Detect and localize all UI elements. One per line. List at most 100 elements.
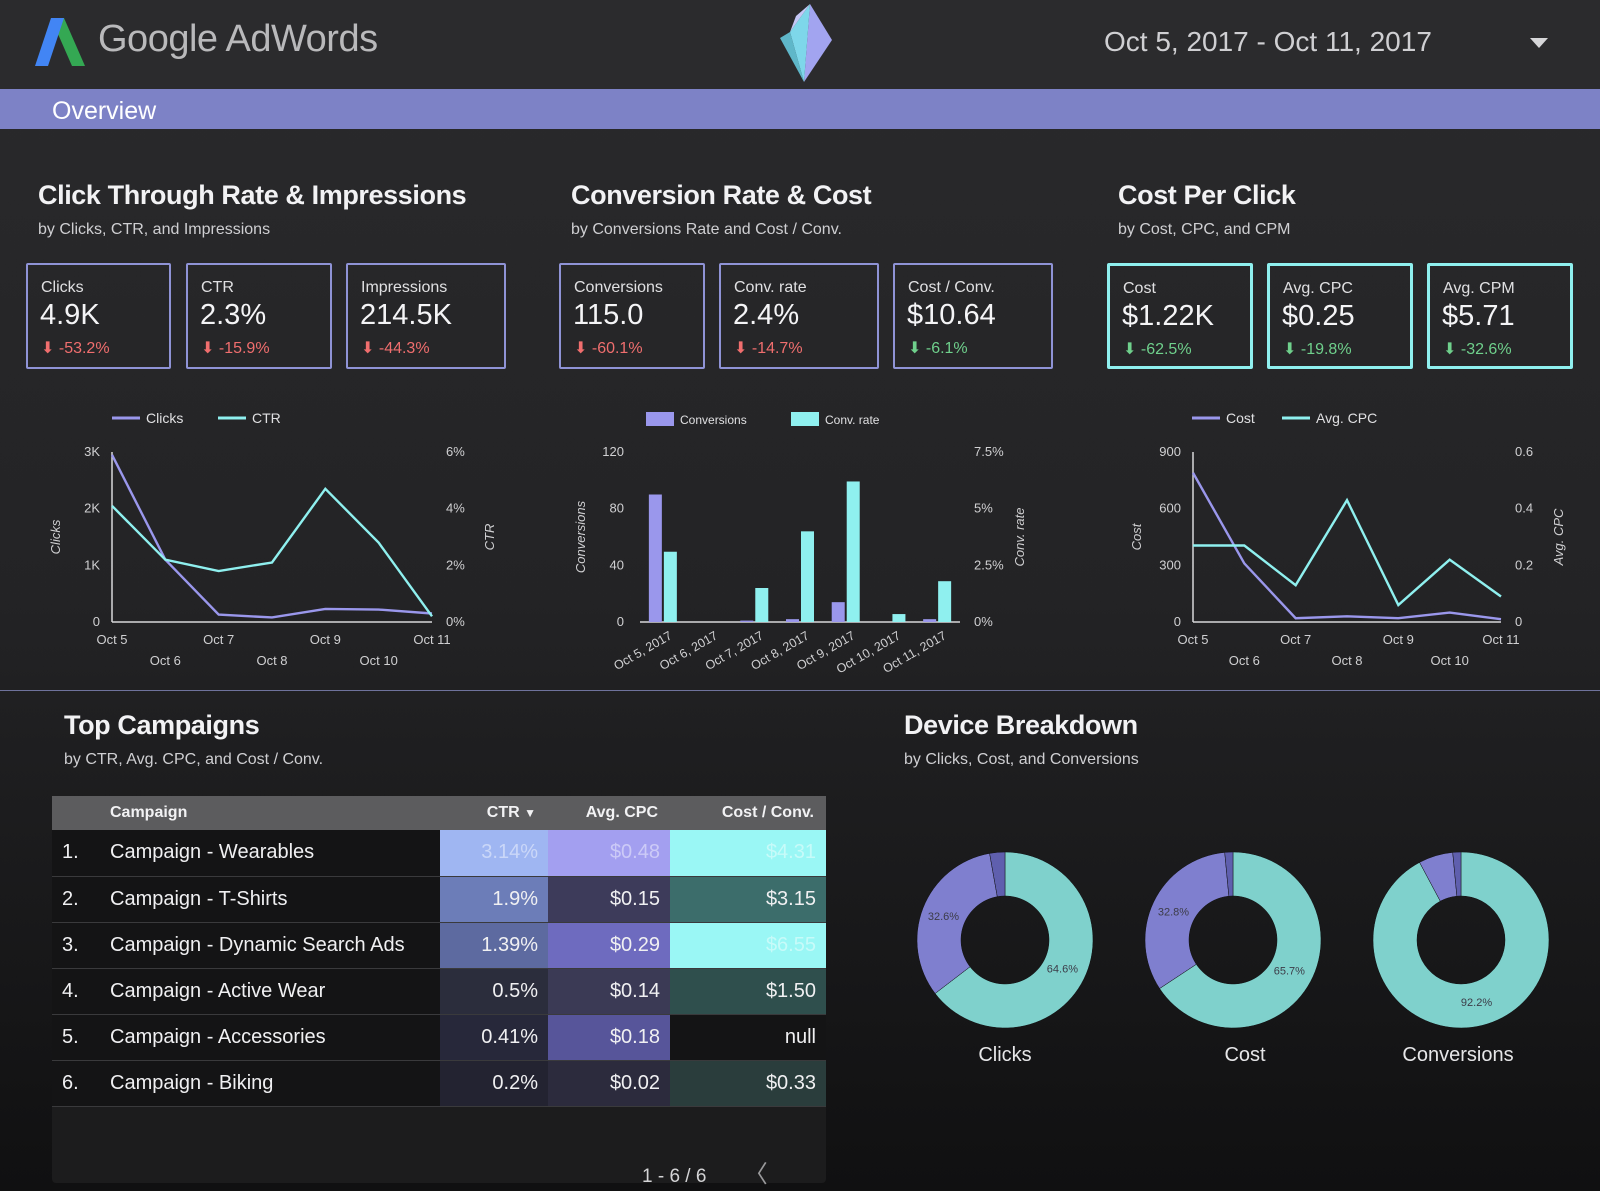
- campaign-name: Campaign - Dynamic Search Ads: [110, 922, 440, 969]
- kpi-label: Avg. CPM: [1443, 280, 1515, 297]
- ctr-value: 1.9%: [440, 876, 548, 923]
- donut-label-clicks: Clicks: [978, 1044, 1032, 1066]
- ctr-value: 1.39%: [440, 922, 548, 969]
- table-row[interactable]: 4. Campaign - Active Wear 0.5% $0.14 $1.50: [52, 968, 826, 1015]
- ctr-value: 0.5%: [440, 968, 548, 1015]
- series-line-ctr: [111, 486, 433, 618]
- bar-conv-rate: [938, 581, 952, 622]
- avg-cpc-value: $0.29: [548, 922, 670, 969]
- y2-axis-title: Conv. rate: [1012, 507, 1027, 566]
- kpi-card-avg-cpc: Avg. CPC $0.25 ⬇ -19.8%: [1267, 263, 1413, 369]
- ctr-section-title: Click Through Rate & Impressions: [38, 180, 467, 210]
- series-line-avg-cpc: [1193, 497, 1502, 607]
- row-index: 1.: [52, 830, 110, 877]
- kpi-delta: ⬇ -44.3%: [361, 340, 430, 357]
- chevron-down-icon[interactable]: [1530, 38, 1548, 50]
- kpi-card-cost: Cost $1.22K ⬇ -62.5%: [1107, 263, 1253, 369]
- bar-conversions: [831, 602, 845, 622]
- column-header-ctr[interactable]: CTR ▼: [440, 796, 548, 830]
- y-tick-label: 80: [610, 501, 624, 516]
- campaigns-section-subtitle: by CTR, Avg. CPC, and Cost / Conv.: [64, 751, 324, 768]
- table-header-row: Campaign CTR ▼ Avg. CPC Cost / Conv.: [52, 796, 826, 830]
- x-tick-label: Oct 6: [150, 653, 181, 668]
- avg-cpc-value: $0.02: [548, 1060, 670, 1107]
- ctr-value: 3.14%: [440, 830, 548, 877]
- cost-per-conv-value: null: [670, 1014, 826, 1061]
- y-tick-label: 300: [1159, 557, 1181, 572]
- sort-desc-icon[interactable]: ▼: [524, 806, 536, 820]
- donut-slice-label: 92.2%: [1461, 997, 1492, 1009]
- y2-axis-title: Avg. CPC: [1551, 508, 1566, 566]
- kpi-card-impressions: Impressions 214.5K ⬇ -44.3%: [346, 263, 506, 369]
- overview-bar: [0, 89, 1600, 129]
- donut-slice: [1144, 852, 1230, 989]
- cost-per-conv-value: $6.55: [670, 922, 826, 969]
- table-row[interactable]: 3. Campaign - Dynamic Search Ads 1.39% $0.2…: [52, 922, 826, 969]
- column-header-avg-cpc[interactable]: Avg. CPC: [548, 796, 670, 830]
- y2-tick-label: 0.2: [1515, 557, 1533, 572]
- table-pager: 1 - 6 / 6 〈 〉: [642, 1154, 826, 1191]
- prev-page-icon[interactable]: 〈: [743, 1161, 768, 1188]
- bar-conversions: [740, 620, 754, 622]
- x-tick-label: Oct 6: [1229, 653, 1260, 668]
- conv-section-title: Conversion Rate & Cost: [571, 180, 872, 210]
- campaign-name: Campaign - T-Shirts: [110, 876, 440, 923]
- column-header-cost-per-conv[interactable]: Cost / Conv.: [670, 796, 826, 830]
- y-tick-label: 0: [617, 614, 624, 629]
- series-line-clicks: [110, 454, 433, 619]
- x-tick-label: Oct 11: [413, 632, 450, 647]
- column-header-campaign[interactable]: Campaign: [52, 796, 440, 830]
- y2-tick-label: 5%: [974, 501, 993, 516]
- y-axis-title: Cost: [1129, 522, 1144, 550]
- y-axis-title: Conversions: [573, 500, 588, 573]
- table-row[interactable]: 2. Campaign - T-Shirts 1.9% $0.15 $3.15: [52, 876, 826, 923]
- cost-per-conv-value: $1.50: [670, 968, 826, 1015]
- device-section-title: Device Breakdown: [904, 710, 1138, 740]
- donut-slice: [1159, 851, 1322, 1029]
- cost-per-conv-value: $3.15: [670, 876, 826, 923]
- cost-per-conv-value: $0.33: [670, 1060, 826, 1107]
- pager-text: 1 - 6 / 6: [642, 1166, 707, 1187]
- kpi-card-clicks: Clicks 4.9K ⬇ -53.2%: [26, 263, 171, 369]
- kpi-card-avg-cpm: Avg. CPM $5.71 ⬇ -32.6%: [1427, 263, 1573, 369]
- adwords-logo-icon: [35, 18, 85, 66]
- ctr-value: 0.2%: [440, 1060, 548, 1107]
- campaigns-table-grid: Campaign CTR ▼ Avg. CPC Cost / Conv. 1. C…: [52, 796, 826, 1107]
- legend-label: CTR: [252, 410, 281, 426]
- kpi-card-conv-rate: Conv. rate 2.4% ⬇ -14.7%: [719, 263, 879, 369]
- kpi-value: $10.64: [907, 299, 996, 331]
- clicks-ctr-line-chart: 0 1K 2K 3K 0% 2% 4% 6% Oct 5 Oct 6 Oct 7 Oct 8 Oct 9…: [30, 400, 530, 685]
- donut-label-cost: Cost: [1224, 1044, 1266, 1066]
- y2-tick-label: 4%: [446, 501, 465, 516]
- donut-label-conversions: Conversions: [1402, 1044, 1514, 1066]
- table-row[interactable]: 5. Campaign - Accessories 0.41% $0.18 null: [52, 1014, 826, 1061]
- section-divider: [0, 690, 1600, 691]
- y-tick-label: 120: [602, 444, 624, 459]
- legend-label: Clicks: [146, 410, 183, 426]
- brand-name: Google AdWords: [98, 18, 378, 60]
- donut-slice-label: 32.6%: [928, 911, 959, 923]
- row-index: 5.: [52, 1014, 110, 1061]
- kpi-delta: ⬇ -32.6%: [1443, 341, 1512, 358]
- campaigns-section-title: Top Campaigns: [64, 710, 260, 740]
- kpi-label: Conversions: [574, 279, 663, 296]
- x-tick-label: Oct 11: [1482, 632, 1519, 647]
- kpi-label: CTR: [201, 279, 234, 296]
- kpi-delta: ⬇ -60.1%: [574, 340, 643, 357]
- bar-conv-rate: [801, 531, 814, 622]
- ctr-value: 0.41%: [440, 1014, 548, 1061]
- bar-conv-rate: [892, 614, 906, 622]
- table-row[interactable]: 6. Campaign - Biking 0.2% $0.02 $0.33: [52, 1060, 826, 1107]
- donut-slice: [1224, 851, 1234, 897]
- kpi-value: $0.25: [1282, 300, 1355, 332]
- date-range-selector[interactable]: Oct 5, 2017 - Oct 11, 2017: [1104, 26, 1432, 57]
- device-section-subtitle: by Clicks, Cost, and Conversions: [904, 751, 1139, 768]
- legend-label: Conversions: [680, 413, 747, 427]
- bar-conv-rate: [846, 481, 860, 622]
- kpi-card-conversions: Conversions 115.0 ⬇ -60.1%: [559, 263, 705, 369]
- x-tick-label: Oct 7: [1280, 632, 1311, 647]
- kpi-delta: ⬇ -19.8%: [1283, 341, 1352, 358]
- kpi-delta: ⬇ -6.1%: [908, 340, 968, 357]
- table-row[interactable]: 1. Campaign - Wearables 3.14% $0.48 $4.31: [52, 830, 826, 877]
- donut-cost: 65.7% 32.8%: [1133, 840, 1333, 1045]
